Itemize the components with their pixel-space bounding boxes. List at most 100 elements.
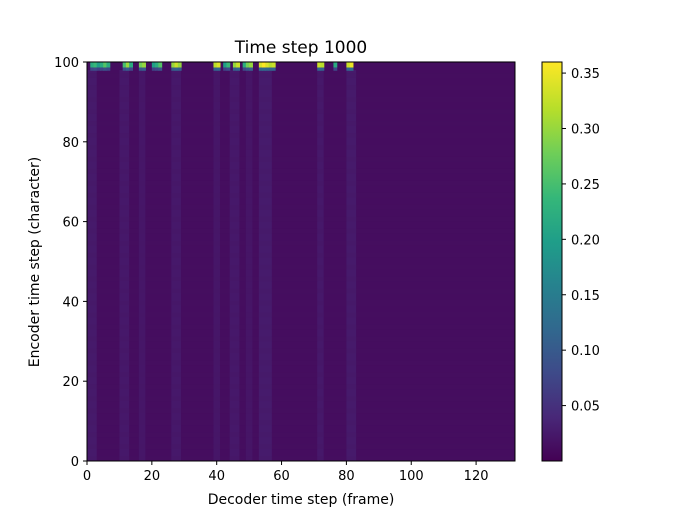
- heatmap-row-stripe: [87, 360, 515, 366]
- heatmap-cell: [125, 67, 130, 71]
- heatmap-cell: [223, 67, 228, 71]
- heatmap-cell: [155, 62, 159, 68]
- heatmap-cell: [245, 62, 250, 68]
- heatmap-cell: [96, 67, 101, 71]
- heatmap-cell: [245, 67, 250, 71]
- y-axis: 0 20 40 60 80 100: [54, 56, 87, 470]
- x-axis: 0 20 40 60 80 100 120: [83, 461, 489, 484]
- heatmap-cell: [223, 62, 228, 68]
- heatmap-cell: [232, 67, 237, 71]
- heatmap-cell: [177, 62, 182, 68]
- colorbar-tick-label: 0.10: [571, 344, 600, 359]
- colorbar-frame: [541, 61, 563, 462]
- colorbar-tick-label: 0.35: [571, 67, 600, 82]
- heatmap-background: [87, 62, 515, 461]
- heatmap-band: [119, 69, 130, 461]
- heatmap-cell: [96, 62, 101, 68]
- heatmap-cell: [317, 67, 322, 71]
- heatmap-row-stripe: [87, 252, 515, 258]
- y-axis-label: Encoder time step (character): [27, 157, 43, 367]
- heatmap-cell: [268, 62, 273, 68]
- colorbar-tick-label: 0.25: [571, 178, 600, 193]
- heatmap-cell: [242, 67, 247, 71]
- heatmap-cell: [320, 67, 325, 71]
- heatmap-band: [213, 69, 220, 461]
- heatmap-cell: [125, 62, 130, 68]
- heatmap-cell: [138, 62, 143, 68]
- heatmap-cell: [151, 67, 156, 71]
- heatmap-cell: [320, 62, 325, 68]
- heatmap-cell: [213, 62, 218, 68]
- heatmap-cell: [349, 62, 354, 68]
- heatmap-row-stripe: [87, 192, 515, 198]
- heatmap-row-stripe: [87, 180, 515, 186]
- heatmap-cell: [129, 62, 133, 68]
- heatmap-cell: [142, 62, 146, 68]
- plot-frame: [86, 61, 516, 462]
- heatmap-cell: [213, 67, 218, 71]
- colorbar: 0.05 0.10 0.15 0.20 0.25 0.30 0.35: [541, 61, 600, 462]
- colorbar-tick-label: 0.15: [571, 289, 600, 304]
- heatmap-cell: [90, 67, 95, 71]
- heatmap-cell: [265, 67, 270, 71]
- heatmap-band: [87, 69, 97, 461]
- heatmap-band: [317, 69, 324, 461]
- heatmap-cell: [151, 62, 156, 68]
- heatmap-row-stripe: [87, 348, 515, 354]
- heatmap-row-stripe: [87, 121, 515, 126]
- heatmap-cell: [262, 62, 266, 68]
- x-axis-label: Decoder time step (frame): [208, 492, 395, 508]
- heatmap-cell: [226, 62, 231, 68]
- x-tick-label: 80: [338, 469, 355, 484]
- heatmap-cell: [93, 67, 98, 71]
- colorbar-gradient: [542, 62, 562, 461]
- heatmap-row-stripe: [87, 276, 515, 282]
- heatmap-cell: [346, 67, 351, 71]
- heatmap-row-stripe: [87, 216, 515, 222]
- heatmap-row-stripe: [87, 73, 515, 78]
- heatmap-cell: [236, 67, 240, 71]
- heatmap-row-stripe: [87, 264, 515, 270]
- x-tick-label: 100: [399, 469, 424, 484]
- heatmap-cell: [90, 62, 95, 68]
- heatmap-cell: [177, 67, 182, 71]
- heatmap-row-stripe: [87, 228, 515, 234]
- heatmap-cell: [106, 67, 111, 71]
- colorbar-tick-label: 0.30: [571, 123, 600, 138]
- heatmap-cell: [129, 67, 133, 71]
- heatmap-cell: [317, 62, 322, 68]
- heatmap-row-stripe: [87, 156, 515, 162]
- heatmap-cell: [333, 62, 338, 68]
- heatmap-row-stripe: [87, 144, 515, 150]
- x-tick-label: 60: [273, 469, 290, 484]
- heatmap-cell: [174, 62, 179, 68]
- heatmap-row-stripe: [87, 204, 515, 210]
- heatmap-cell: [142, 67, 146, 71]
- heatmap-cell: [258, 62, 263, 68]
- heatmap-row-stripe: [87, 85, 515, 90]
- heatmap-band: [245, 69, 253, 461]
- heatmap-band: [258, 69, 272, 461]
- heatmap-cell: [333, 67, 338, 71]
- heatmap-cell: [216, 67, 221, 71]
- x-tick-label: 120: [464, 469, 489, 484]
- heatmap-cell: [349, 67, 354, 71]
- y-tick-label: 0: [71, 455, 79, 470]
- heatmap-row-stripe: [87, 97, 515, 102]
- y-tick-label: 80: [62, 136, 79, 151]
- heatmap-cell: [155, 67, 159, 71]
- heatmap-cell: [268, 67, 273, 71]
- heatmap-cell: [103, 62, 108, 68]
- heatmap-cell: [122, 67, 127, 71]
- heatmap-cell: [138, 67, 143, 71]
- y-tick-label: 100: [54, 56, 79, 71]
- colorbar-tick-label: 0.05: [571, 400, 600, 415]
- heatmap-row-stripe: [87, 168, 515, 174]
- heatmap-row-stripe: [87, 444, 515, 450]
- heatmap-band: [346, 69, 357, 461]
- heatmap-cell: [158, 67, 163, 71]
- heatmap-cell: [271, 67, 276, 71]
- heatmap-row-stripe: [87, 288, 515, 294]
- heatmap-row-stripe: [87, 312, 515, 318]
